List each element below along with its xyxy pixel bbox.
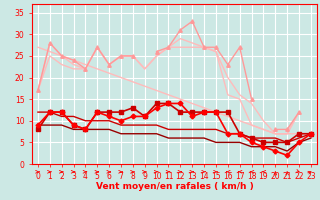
X-axis label: Vent moyen/en rafales ( km/h ): Vent moyen/en rafales ( km/h ) [96, 182, 253, 191]
